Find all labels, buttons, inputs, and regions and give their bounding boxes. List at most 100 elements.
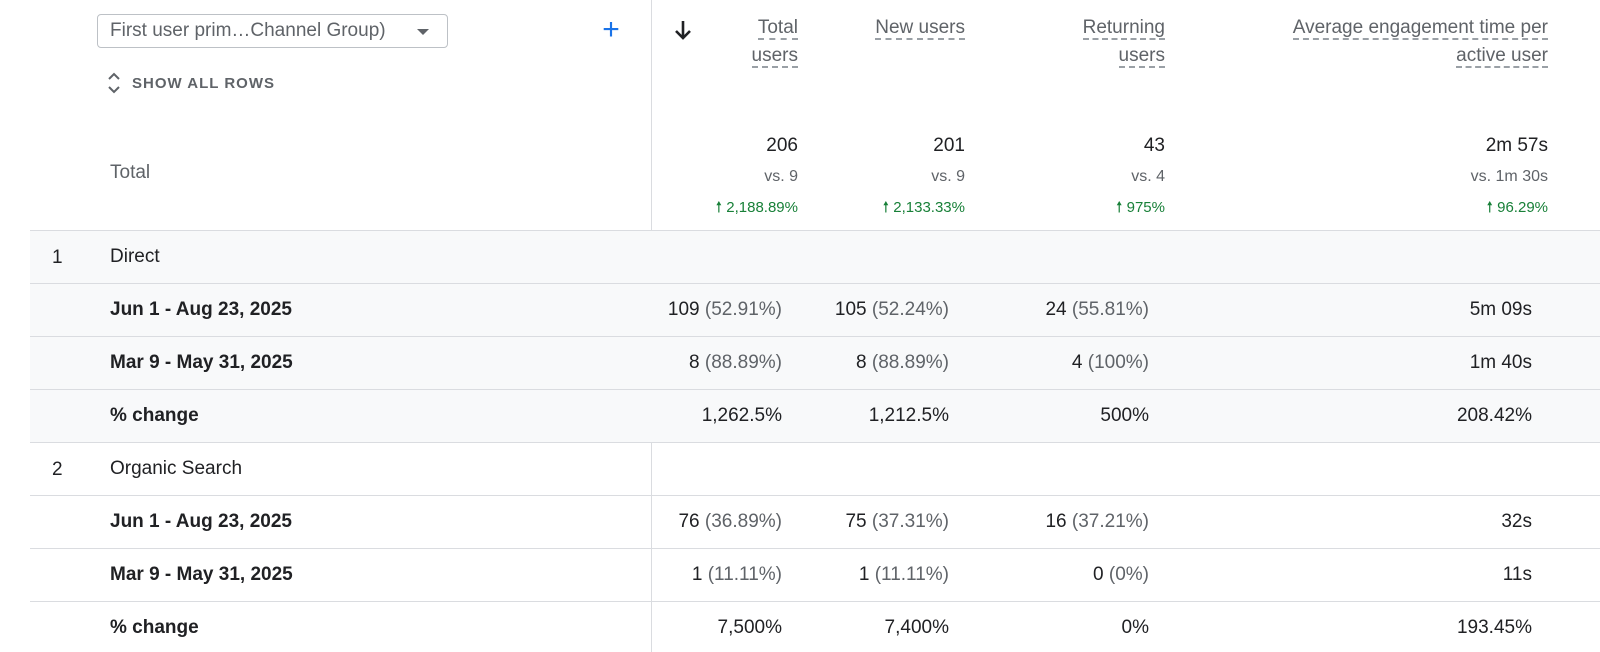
cell-value: 24: [1045, 299, 1067, 320]
total-comparison: vs. 1m 30s: [1470, 168, 1548, 185]
cell-percent: (52.24%): [871, 299, 949, 320]
total-change: 🠕 2,188.89%: [716, 197, 798, 222]
cell-value: 1: [858, 564, 870, 585]
cell-total-users: 1,262.5%: [701, 405, 782, 426]
cell-value: 8: [689, 352, 700, 373]
cell-percent: (37.21%): [1071, 511, 1149, 532]
add-dimension-button[interactable]: +: [602, 13, 620, 46]
arrow-up-icon: 🠕: [715, 199, 727, 216]
column-header-line: Average engagement time per: [1292, 17, 1548, 40]
show-all-rows-label: SHOW ALL ROWS: [132, 74, 275, 92]
cell-percent: (88.89%): [871, 352, 949, 373]
cell-avg-engagement: 11s: [1502, 564, 1532, 585]
channel-row-direct[interactable]: 1 Direct: [30, 230, 1600, 283]
total-change-value: 2,133.33%: [893, 199, 965, 216]
caret-down-icon: [417, 29, 429, 35]
total-value: 206: [766, 135, 798, 156]
cell-new-users: 7,400%: [884, 617, 949, 638]
total-value: 43: [1143, 135, 1165, 156]
column-header-returning-users[interactable]: Returning users: [1082, 14, 1165, 70]
cell-returning-users: 16 (37.21%): [1045, 511, 1149, 533]
cell-avg-engagement: 1m 40s: [1469, 352, 1532, 373]
column-header-line: New users: [875, 17, 965, 40]
cell-percent: (36.89%): [704, 511, 782, 532]
row-label: Mar 9 - May 31, 2025: [110, 352, 293, 373]
total-value: 2m 57s: [1485, 135, 1548, 156]
cell-avg-engagement: 5m 09s: [1469, 299, 1532, 320]
cell-value: 16: [1045, 511, 1067, 532]
total-change-value: 2,188.89%: [726, 199, 798, 216]
sort-descending-icon[interactable]: [672, 18, 694, 42]
cell-avg-engagement: 32s: [1501, 511, 1532, 532]
column-header-avg-engagement-time[interactable]: Average engagement time per active user: [1292, 14, 1548, 70]
cell-returning-users: 24 (55.81%): [1045, 299, 1149, 321]
row-label: Mar 9 - May 31, 2025: [110, 564, 293, 585]
column-header-new-users[interactable]: New users: [875, 14, 965, 42]
column-header-line: active user: [1456, 45, 1548, 68]
table-row: Mar 9 - May 31, 2025 8 (88.89%) 8 (88.89…: [30, 336, 1600, 389]
table-row: % change 7,500% 7,400% 0% 193.45%: [30, 601, 1600, 652]
cell-total-users: 8 (88.89%): [689, 352, 782, 374]
cell-percent: (55.81%): [1071, 299, 1149, 320]
cell-returning-users: 0 (0%): [1093, 564, 1149, 586]
arrow-up-icon: 🠕: [882, 199, 894, 216]
table-row: % change 1,262.5% 1,212.5% 500% 208.42%: [30, 389, 1600, 442]
total-change: 🠕 975%: [1116, 197, 1165, 222]
cell-value: 1: [691, 564, 703, 585]
table-row: Jun 1 - Aug 23, 2025 109 (52.91%) 105 (5…: [30, 283, 1600, 336]
arrow-up-icon: 🠕: [1486, 199, 1498, 216]
cell-percent: (100%): [1087, 352, 1149, 373]
cell-new-users: 75 (37.31%): [845, 511, 949, 533]
cell-value: 8: [856, 352, 867, 373]
column-header-line: Returning: [1082, 17, 1165, 40]
cell-percent: (88.89%): [704, 352, 782, 373]
cell-percent: (52.91%): [704, 299, 782, 320]
total-value: 201: [933, 135, 965, 156]
column-header-line: users: [1118, 45, 1165, 68]
cell-new-users: 1,212.5%: [868, 405, 949, 426]
total-comparison: vs. 4: [1131, 168, 1165, 185]
cell-returning-users: 0%: [1121, 617, 1149, 638]
cell-value: 109: [667, 299, 700, 320]
row-number: 2: [52, 459, 63, 480]
cell-new-users: 8 (88.89%): [856, 352, 949, 374]
cell-new-users: 1 (11.11%): [859, 564, 949, 586]
cell-total-users: 76 (36.89%): [678, 511, 782, 533]
cell-total-users: 109 (52.91%): [668, 299, 782, 321]
total-change-value: 975%: [1126, 199, 1165, 216]
cell-new-users: 105 (52.24%): [835, 299, 949, 321]
table-row: Mar 9 - May 31, 2025 1 (11.11%) 1 (11.11…: [30, 548, 1600, 601]
column-header-total-users[interactable]: Total users: [751, 14, 798, 70]
dimension-select[interactable]: First user prim…Channel Group): [97, 14, 448, 48]
arrow-up-icon: 🠕: [1116, 199, 1127, 216]
cell-returning-users: 500%: [1100, 405, 1149, 426]
cell-value: 105: [834, 299, 867, 320]
expand-collapse-icon: [106, 70, 122, 96]
column-header-line: users: [751, 45, 798, 68]
table-row: Jun 1 - Aug 23, 2025 76 (36.89%) 75 (37.…: [30, 495, 1600, 548]
total-comparison: vs. 9: [931, 168, 965, 185]
cell-avg-engagement: 208.42%: [1456, 405, 1532, 426]
row-number: 1: [52, 247, 63, 268]
row-label: Jun 1 - Aug 23, 2025: [110, 299, 292, 320]
cell-percent: (11.11%): [707, 564, 782, 585]
total-change: 🠕 2,133.33%: [883, 197, 965, 222]
cell-percent: (0%): [1108, 564, 1149, 585]
cell-value: 75: [845, 511, 867, 532]
show-all-rows-button[interactable]: SHOW ALL ROWS: [106, 70, 275, 96]
channel-name: Direct: [110, 246, 160, 267]
row-label: % change: [110, 617, 199, 638]
total-change-value: 96.29%: [1497, 199, 1548, 216]
cell-total-users: 1 (11.11%): [692, 564, 782, 586]
column-header-line: Total: [757, 17, 798, 40]
cell-returning-users: 4 (100%): [1072, 352, 1149, 374]
dimension-select-value: First user prim…Channel Group): [110, 20, 386, 41]
channel-row-organic-search[interactable]: 2 Organic Search: [30, 442, 1600, 495]
total-label: Total: [110, 162, 151, 183]
cell-percent: (37.31%): [871, 511, 949, 532]
cell-avg-engagement: 193.45%: [1456, 617, 1532, 638]
total-comparison: vs. 9: [764, 168, 798, 185]
cell-percent: (11.11%): [874, 564, 949, 585]
channel-name: Organic Search: [110, 458, 243, 479]
